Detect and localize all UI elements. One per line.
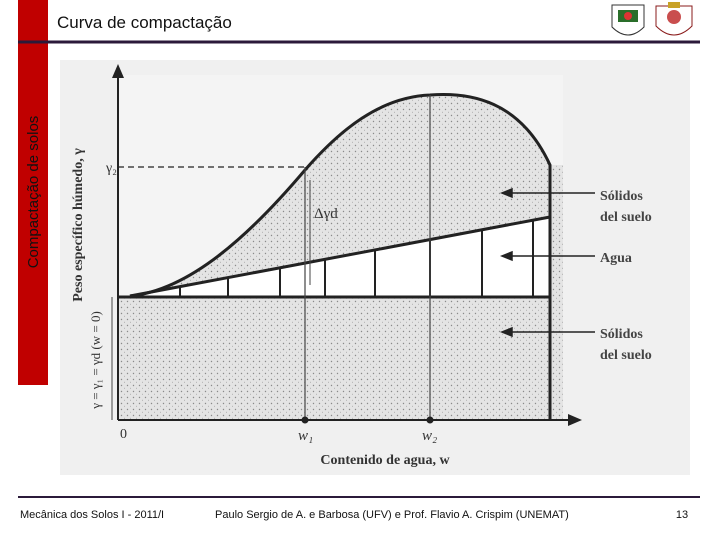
logo-2	[655, 2, 693, 36]
delta-gamma-label: Δγd	[314, 206, 338, 222]
water-line	[129, 215, 551, 298]
w1-point	[301, 416, 309, 424]
x-axis-label: Contenido de agua, w	[320, 453, 450, 468]
label-line: Sólidos	[600, 189, 643, 204]
compaction-curve	[129, 93, 552, 420]
x-arrow	[568, 414, 582, 426]
logo-1	[611, 4, 645, 36]
air-region	[118, 75, 563, 296]
page-number: 13	[676, 509, 688, 521]
origin-label: 0	[120, 427, 127, 442]
side-bar	[18, 0, 48, 385]
label-line: del suelo	[600, 348, 652, 363]
label-line: Sólidos	[600, 327, 643, 342]
gamma2-label: γ₂	[105, 161, 117, 176]
diagram: Peso específico húmedo, γ γ = γ₁ = γd (w…	[60, 60, 690, 475]
label-line: del suelo	[600, 210, 652, 225]
w2-point	[426, 416, 434, 424]
label-arrows	[499, 187, 595, 338]
slide-title: Curva de compactação	[57, 13, 232, 32]
y-arrow	[112, 64, 124, 78]
w2-label: w₂	[422, 428, 437, 444]
gamma-left-label: γ = γ₁ = γd (w = 0)	[88, 311, 103, 410]
side-label: Compactação de solos	[25, 116, 42, 269]
solids-top-label: Sólidos del suelo	[600, 189, 652, 225]
footer-authors: Paulo Sergio de A. e Barbosa (UFV) e Pro…	[215, 509, 569, 521]
water-label: Agua	[600, 251, 632, 266]
w1-label: w₁	[298, 428, 313, 444]
y-axis-label: Peso específico húmedo, γ	[71, 148, 86, 302]
footer-course: Mecânica dos Solos I - 2011/I	[20, 509, 164, 521]
solids-bottom-label: Sólidos del suelo	[600, 327, 652, 363]
